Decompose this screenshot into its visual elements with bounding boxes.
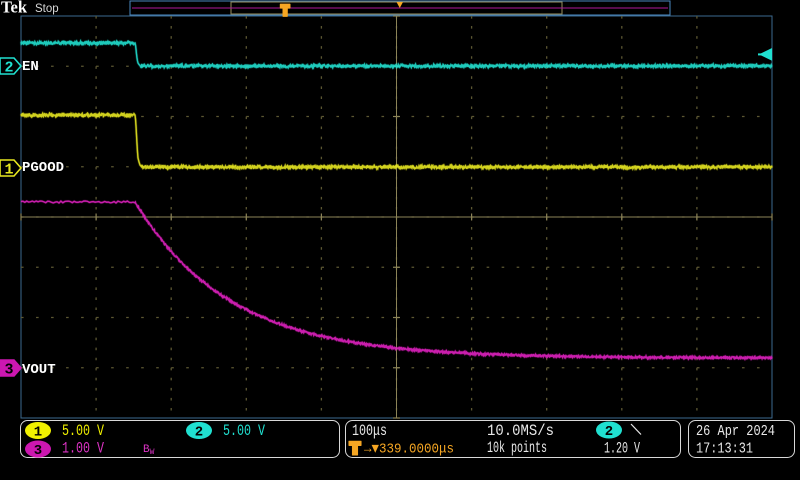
- svg-text:1.00 V: 1.00 V: [62, 440, 104, 458]
- svg-text:3: 3: [4, 362, 13, 379]
- svg-text:26 Apr 2024: 26 Apr 2024: [696, 423, 775, 440]
- svg-text:VOUT: VOUT: [22, 362, 56, 378]
- svg-text:2: 2: [4, 60, 13, 77]
- svg-text:1: 1: [34, 425, 42, 441]
- svg-text:10k points: 10k points: [487, 439, 547, 457]
- svg-text:EN: EN: [22, 59, 39, 75]
- svg-text:17:13:31: 17:13:31: [696, 441, 753, 458]
- svg-text:→▼339.0000μs: →▼339.0000μs: [364, 442, 454, 458]
- svg-text:2: 2: [195, 425, 203, 441]
- svg-text:1: 1: [4, 162, 13, 179]
- svg-text:10.0MS/s: 10.0MS/s: [487, 422, 554, 440]
- svg-text:3: 3: [34, 443, 42, 459]
- svg-text:Stop: Stop: [35, 3, 59, 15]
- svg-text:100μs: 100μs: [352, 422, 387, 440]
- svg-text:5.00 V: 5.00 V: [62, 422, 104, 440]
- svg-text:PGOOD: PGOOD: [22, 160, 64, 176]
- svg-text:Tek: Tek: [1, 0, 28, 17]
- svg-text:2: 2: [605, 424, 613, 440]
- svg-text:5.00 V: 5.00 V: [223, 422, 265, 440]
- svg-text:1.20 V: 1.20 V: [604, 440, 640, 458]
